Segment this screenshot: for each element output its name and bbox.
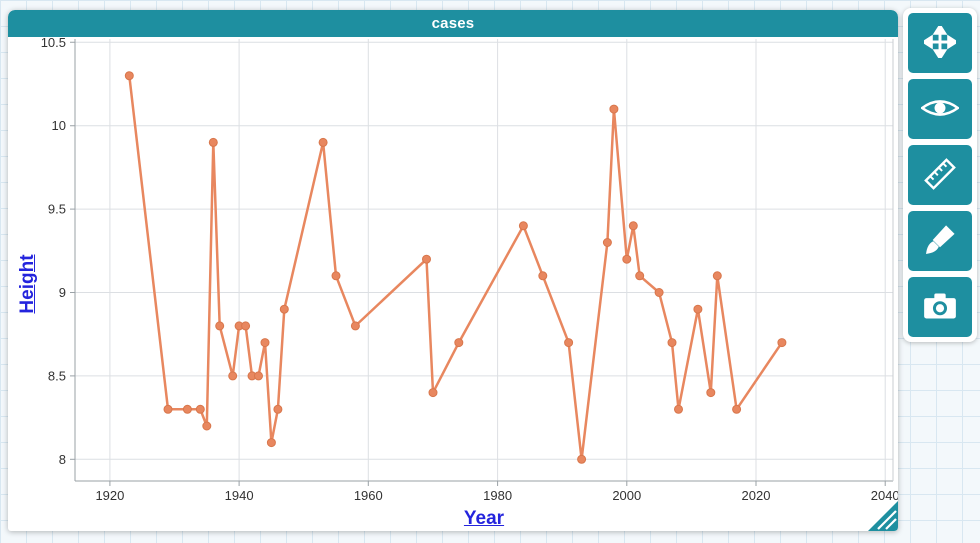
format-button[interactable]	[908, 211, 972, 271]
graph-title-bar[interactable]: cases	[8, 10, 898, 37]
resize-handle-icon[interactable]	[868, 501, 898, 531]
chart-canvas[interactable]: 1920 1940 1960 1980 2000 2020 2040 8 8.5 9 9.5 10 10…	[8, 37, 898, 531]
rescale-button[interactable]	[908, 13, 972, 73]
snapshot-button[interactable]	[908, 277, 972, 337]
x-axis-label[interactable]: Year	[463, 508, 505, 529]
graph-title: cases	[431, 15, 475, 32]
svg-text:8: 8	[59, 452, 66, 467]
svg-text:2040: 2040	[871, 488, 898, 503]
inspector-palette	[903, 8, 977, 342]
svg-text:8.5: 8.5	[48, 368, 66, 383]
brush-icon	[923, 223, 957, 260]
graph-window: cases Height 1920 1940 1960 1980 2000 2020 204…	[8, 10, 898, 531]
svg-text:1980: 1980	[483, 488, 512, 503]
svg-text:9: 9	[59, 285, 66, 300]
svg-text:10.5: 10.5	[41, 37, 66, 50]
svg-text:2020: 2020	[742, 488, 771, 503]
eye-icon	[919, 95, 961, 124]
hide-show-button[interactable]	[908, 79, 972, 139]
move-arrows-icon	[921, 22, 959, 61]
measure-button[interactable]	[908, 145, 972, 205]
graph-body: Height 1920 1940 1960 1980 2000 2020 2040 8 8.5 9…	[8, 37, 898, 531]
svg-text:9.5: 9.5	[48, 202, 66, 217]
svg-text:1960: 1960	[354, 488, 383, 503]
svg-text:10: 10	[52, 118, 66, 133]
svg-text:1940: 1940	[225, 488, 254, 503]
ruler-icon	[923, 157, 957, 194]
svg-text:2000: 2000	[612, 488, 641, 503]
svg-text:1920: 1920	[95, 488, 124, 503]
camera-icon	[923, 292, 957, 323]
y-axis-label[interactable]: Height	[17, 254, 38, 314]
